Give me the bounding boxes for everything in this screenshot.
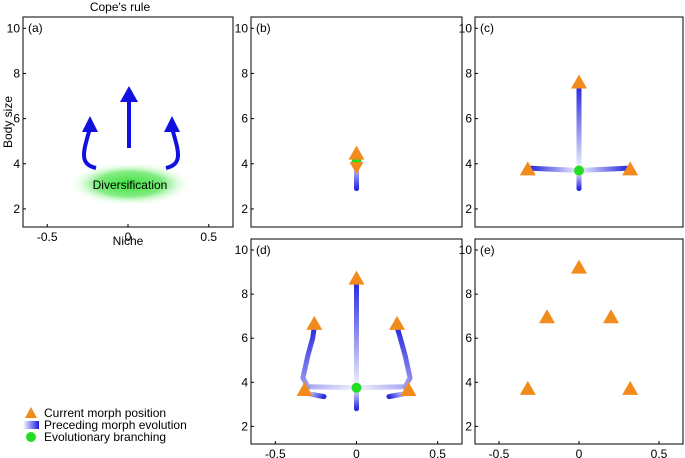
- y-tick-label: 2: [241, 419, 248, 433]
- morph-marker: [539, 309, 555, 324]
- cope-arrow-right: [164, 116, 180, 170]
- y-tick-label: 8: [13, 66, 20, 80]
- y-tick-label: 8: [465, 287, 472, 301]
- panel-d: (d) 2 4 6 8 10 -0.5 0 0.5: [235, 238, 463, 458]
- x-tick-label: 0.5: [200, 230, 217, 244]
- morph-marker: [389, 315, 406, 330]
- y-tick-label: 6: [13, 112, 20, 126]
- morph-marker: [349, 162, 364, 175]
- x-tick-label: -0.5: [489, 447, 510, 458]
- y-tick-label: 6: [241, 112, 248, 126]
- y-tick-label: 6: [465, 331, 472, 345]
- diversification-glow: [68, 162, 192, 206]
- x-tick-label: 0: [353, 447, 360, 458]
- x-tick-label: -0.5: [37, 230, 58, 244]
- panel-b-label: (b): [256, 21, 271, 35]
- morph-marker: [603, 309, 619, 324]
- x-tick-label: 0: [125, 230, 132, 244]
- morph-marker: [571, 259, 587, 274]
- y-tick-label: 8: [241, 66, 248, 80]
- y-tick-label: 10: [7, 21, 21, 35]
- y-tick-label: 8: [241, 287, 248, 301]
- morph-marker: [622, 380, 639, 395]
- x-tick-label: 0: [576, 447, 583, 458]
- legend-trail-icon: [23, 421, 39, 429]
- y-tick-label: 2: [465, 202, 472, 216]
- y-tick-label: 4: [241, 157, 248, 171]
- legend-marker-icon: [25, 407, 37, 418]
- morph-evolution-trail: [354, 324, 413, 391]
- y-tick-label: 2: [241, 202, 248, 216]
- panel-b-frame: [250, 16, 463, 228]
- panel-e: (e) 2 4 6 8 10 -0.5 0 0.5: [459, 238, 684, 458]
- panel-c-label: (c): [480, 21, 494, 35]
- y-tick-label: 10: [235, 243, 249, 257]
- morph-marker: [519, 161, 536, 176]
- panel-a-title: Cope's rule: [90, 0, 151, 14]
- y-tick-label: 4: [465, 375, 472, 389]
- y-tick-label: 10: [459, 243, 473, 257]
- y-tick-label: 2: [465, 419, 472, 433]
- morph-marker: [348, 145, 365, 160]
- legend-label-branching: Evolutionary branching: [44, 430, 166, 444]
- y-tick-label: 10: [235, 21, 249, 35]
- diversification-label: Diversification: [93, 178, 168, 192]
- panel-e-label: (e): [480, 243, 495, 257]
- y-tick-label: 2: [13, 202, 20, 216]
- cope-arrow-center: [120, 86, 138, 148]
- legend-label-preceding: Preceding morph evolution: [44, 418, 187, 432]
- cope-arrow-left: [82, 116, 98, 170]
- panel-a: Cope's rule (a) 2 4 6 8 10 -0.5 0 0.5 Diversifi…: [1, 0, 234, 248]
- morph-evolution-trail: [300, 324, 359, 391]
- morph-evolution-trail: [528, 165, 582, 174]
- panel-b: (b) 2 4 6 8 10: [235, 16, 463, 228]
- x-tick-label: 0.5: [651, 447, 668, 458]
- y-tick-label: 4: [465, 157, 472, 171]
- branching-point: [351, 382, 362, 393]
- y-tick-label: 6: [465, 112, 472, 126]
- morph-evolution-trail: [576, 165, 630, 174]
- y-axis-label: Body size: [1, 96, 15, 148]
- x-tick-label: -0.5: [265, 447, 286, 458]
- x-axis-label: Niche: [113, 234, 144, 248]
- y-tick-label: 10: [459, 21, 473, 35]
- y-tick-label: 4: [13, 157, 20, 171]
- panel-d-label: (d): [256, 243, 271, 257]
- morph-marker: [400, 381, 417, 396]
- y-tick-label: 8: [465, 66, 472, 80]
- morph-marker: [306, 315, 323, 330]
- morph-marker: [622, 161, 639, 176]
- x-tick-label: 0.5: [429, 447, 446, 458]
- morph-marker: [571, 74, 587, 89]
- panel-a-label: (a): [28, 21, 43, 35]
- morph-marker: [348, 270, 365, 285]
- morph-marker: [296, 381, 313, 396]
- branching-point: [574, 165, 584, 176]
- legend: Current morph position Preceding morph e…: [23, 406, 187, 444]
- legend-label-current: Current morph position: [44, 406, 166, 420]
- legend-branch-icon: [26, 432, 36, 442]
- y-tick-label: 4: [241, 375, 248, 389]
- morph-marker: [519, 380, 536, 395]
- y-tick-label: 6: [241, 331, 248, 345]
- panel-c: (c) 2 4 6 8 10: [459, 16, 684, 228]
